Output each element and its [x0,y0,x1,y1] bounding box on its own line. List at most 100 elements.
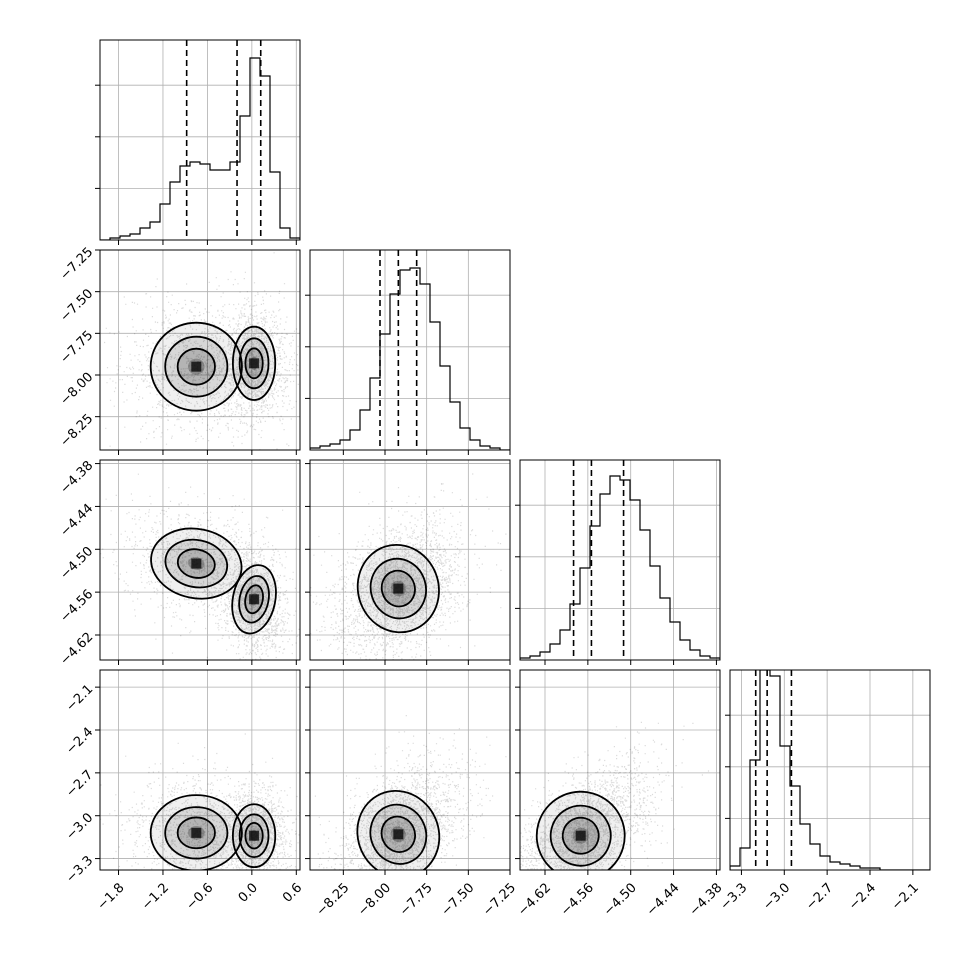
panel-p0-hist [95,39,301,245]
x-tick-label: −7.75 [397,880,436,919]
contour-mid-2 [164,335,229,398]
x-tick-label: −0.6 [184,880,217,913]
y-tick-label: −3.3 [63,853,96,886]
y-tick-label: −4.56 [58,587,97,626]
panel-body [520,670,720,870]
contour-outer-1 [231,564,277,635]
x-tick-label: −4.56 [558,880,597,919]
panel-p2-vs-p3: −4.62 −4.56 −4.50 −4.44 −4.38 [515,669,725,919]
panel-body [310,670,510,870]
density-peak-1 [249,594,260,605]
panel-p0-vs-p1: −8.25−8.00−7.75−7.50−7.25 [58,245,301,455]
x-tick-label: −1.2 [139,880,172,913]
y-tick-label: −4.38 [58,458,97,497]
panel-frame [309,669,511,871]
panel-body [520,460,720,660]
y-tick-label: −8.25 [58,411,97,450]
panel-frame [519,669,721,871]
panel-body [100,670,300,870]
contour-mid-1 [369,803,428,865]
contour-inner-1 [380,569,416,608]
panel-body [730,670,930,870]
contour-outer-1 [356,543,440,634]
y-tick-label: −4.50 [58,544,97,583]
contour-mid-2 [164,806,229,860]
panel-body [100,250,300,450]
density-peak-1 [249,830,260,841]
density-peak-1 [393,829,404,840]
y-tick-label: −2.7 [63,768,96,801]
density-peak-2 [191,361,202,372]
panel-p1-vs-p3: −8.25 −8.00 −7.75 −7.50 −7.25 [305,669,519,919]
x-tick-label: −1.8 [95,880,128,913]
scatter-points [520,721,710,870]
panel-body [310,460,510,660]
y-tick-label: −4.44 [58,501,97,540]
panel-frame [519,459,721,661]
y-tick-label: −7.25 [58,245,97,284]
contour-inner-2 [176,816,216,850]
contour-mid-1 [549,804,612,867]
contour-mid-1 [369,557,427,620]
contour-inner-2 [176,548,216,579]
y-tick-label: −7.50 [58,286,97,325]
contour-inner-1 [244,584,264,615]
panel-p1-hist [305,249,511,455]
y-tick-label: −4.62 [58,630,97,669]
panel-p0-vs-p2: −4.62 −4.56 −4.50 −4.44 −4.38 [58,458,301,669]
histogram-p0 [100,57,300,240]
density-peak-1 [393,583,404,594]
contour-inner-1 [561,816,600,855]
x-tick-label: −7.25 [480,880,519,919]
density-peak-1 [575,830,586,841]
panel-frame [99,39,301,241]
contour-inner-1 [244,821,264,850]
histogram-p1 [310,267,510,450]
contour-outer-2 [150,527,243,600]
x-tick-label: −4.62 [515,880,554,919]
x-tick-label: −4.44 [644,880,683,919]
x-tick-label: −8.25 [314,880,353,919]
scatter-points [100,733,300,870]
x-tick-label: −3.3 [718,880,751,913]
contour-mid-2 [164,538,229,589]
density-peak-2 [191,558,202,569]
contour-outer-1 [231,325,277,401]
contour-inner-1 [380,815,416,853]
contour-mid-1 [238,575,270,624]
x-tick-label: −2.7 [803,880,836,913]
contour-outer-2 [149,321,243,412]
scatter-points [310,473,507,660]
contour-inner-1 [244,347,264,380]
panel-body [310,250,510,450]
x-tick-label: −2.4 [846,880,879,913]
x-tick-label: −3.0 [760,880,793,913]
histogram-p2 [520,475,720,660]
y-tick-label: −2.1 [63,682,96,715]
panel-p0-vs-p3: −1.8 −1.2 −0.6 0.0 0.6 −3.3 −3.0 −2.7 −2.4 −2.1 [63,669,305,913]
panel-p3-hist: −3.3 −3.0 −2.7 −2.4 −2.1 [718,669,931,913]
contour-outer-2 [149,794,243,870]
x-tick-label: −2.1 [889,880,922,913]
x-tick-label: 0.0 [236,880,261,905]
density-peak-2 [191,827,202,838]
x-tick-label: 0.6 [280,880,305,905]
panel-body [100,460,300,660]
scatter-points [314,715,507,870]
y-tick-label: −3.0 [63,810,96,843]
panel-frame [99,249,301,451]
contour-mid-1 [238,813,270,859]
contour-outer-1 [356,789,441,870]
panel-frame [309,459,511,661]
panel-frame [729,669,931,871]
x-tick-label: −8.00 [355,880,394,919]
panel-p1-vs-p2 [305,459,511,665]
contour-mid-1 [238,337,270,390]
x-tick-label: −7.50 [439,880,478,919]
contour-outer-1 [535,790,626,870]
y-tick-label: −7.75 [58,328,97,367]
contour-outer-1 [231,803,277,869]
y-tick-label: −8.00 [58,370,97,409]
panel-frame [309,249,511,451]
